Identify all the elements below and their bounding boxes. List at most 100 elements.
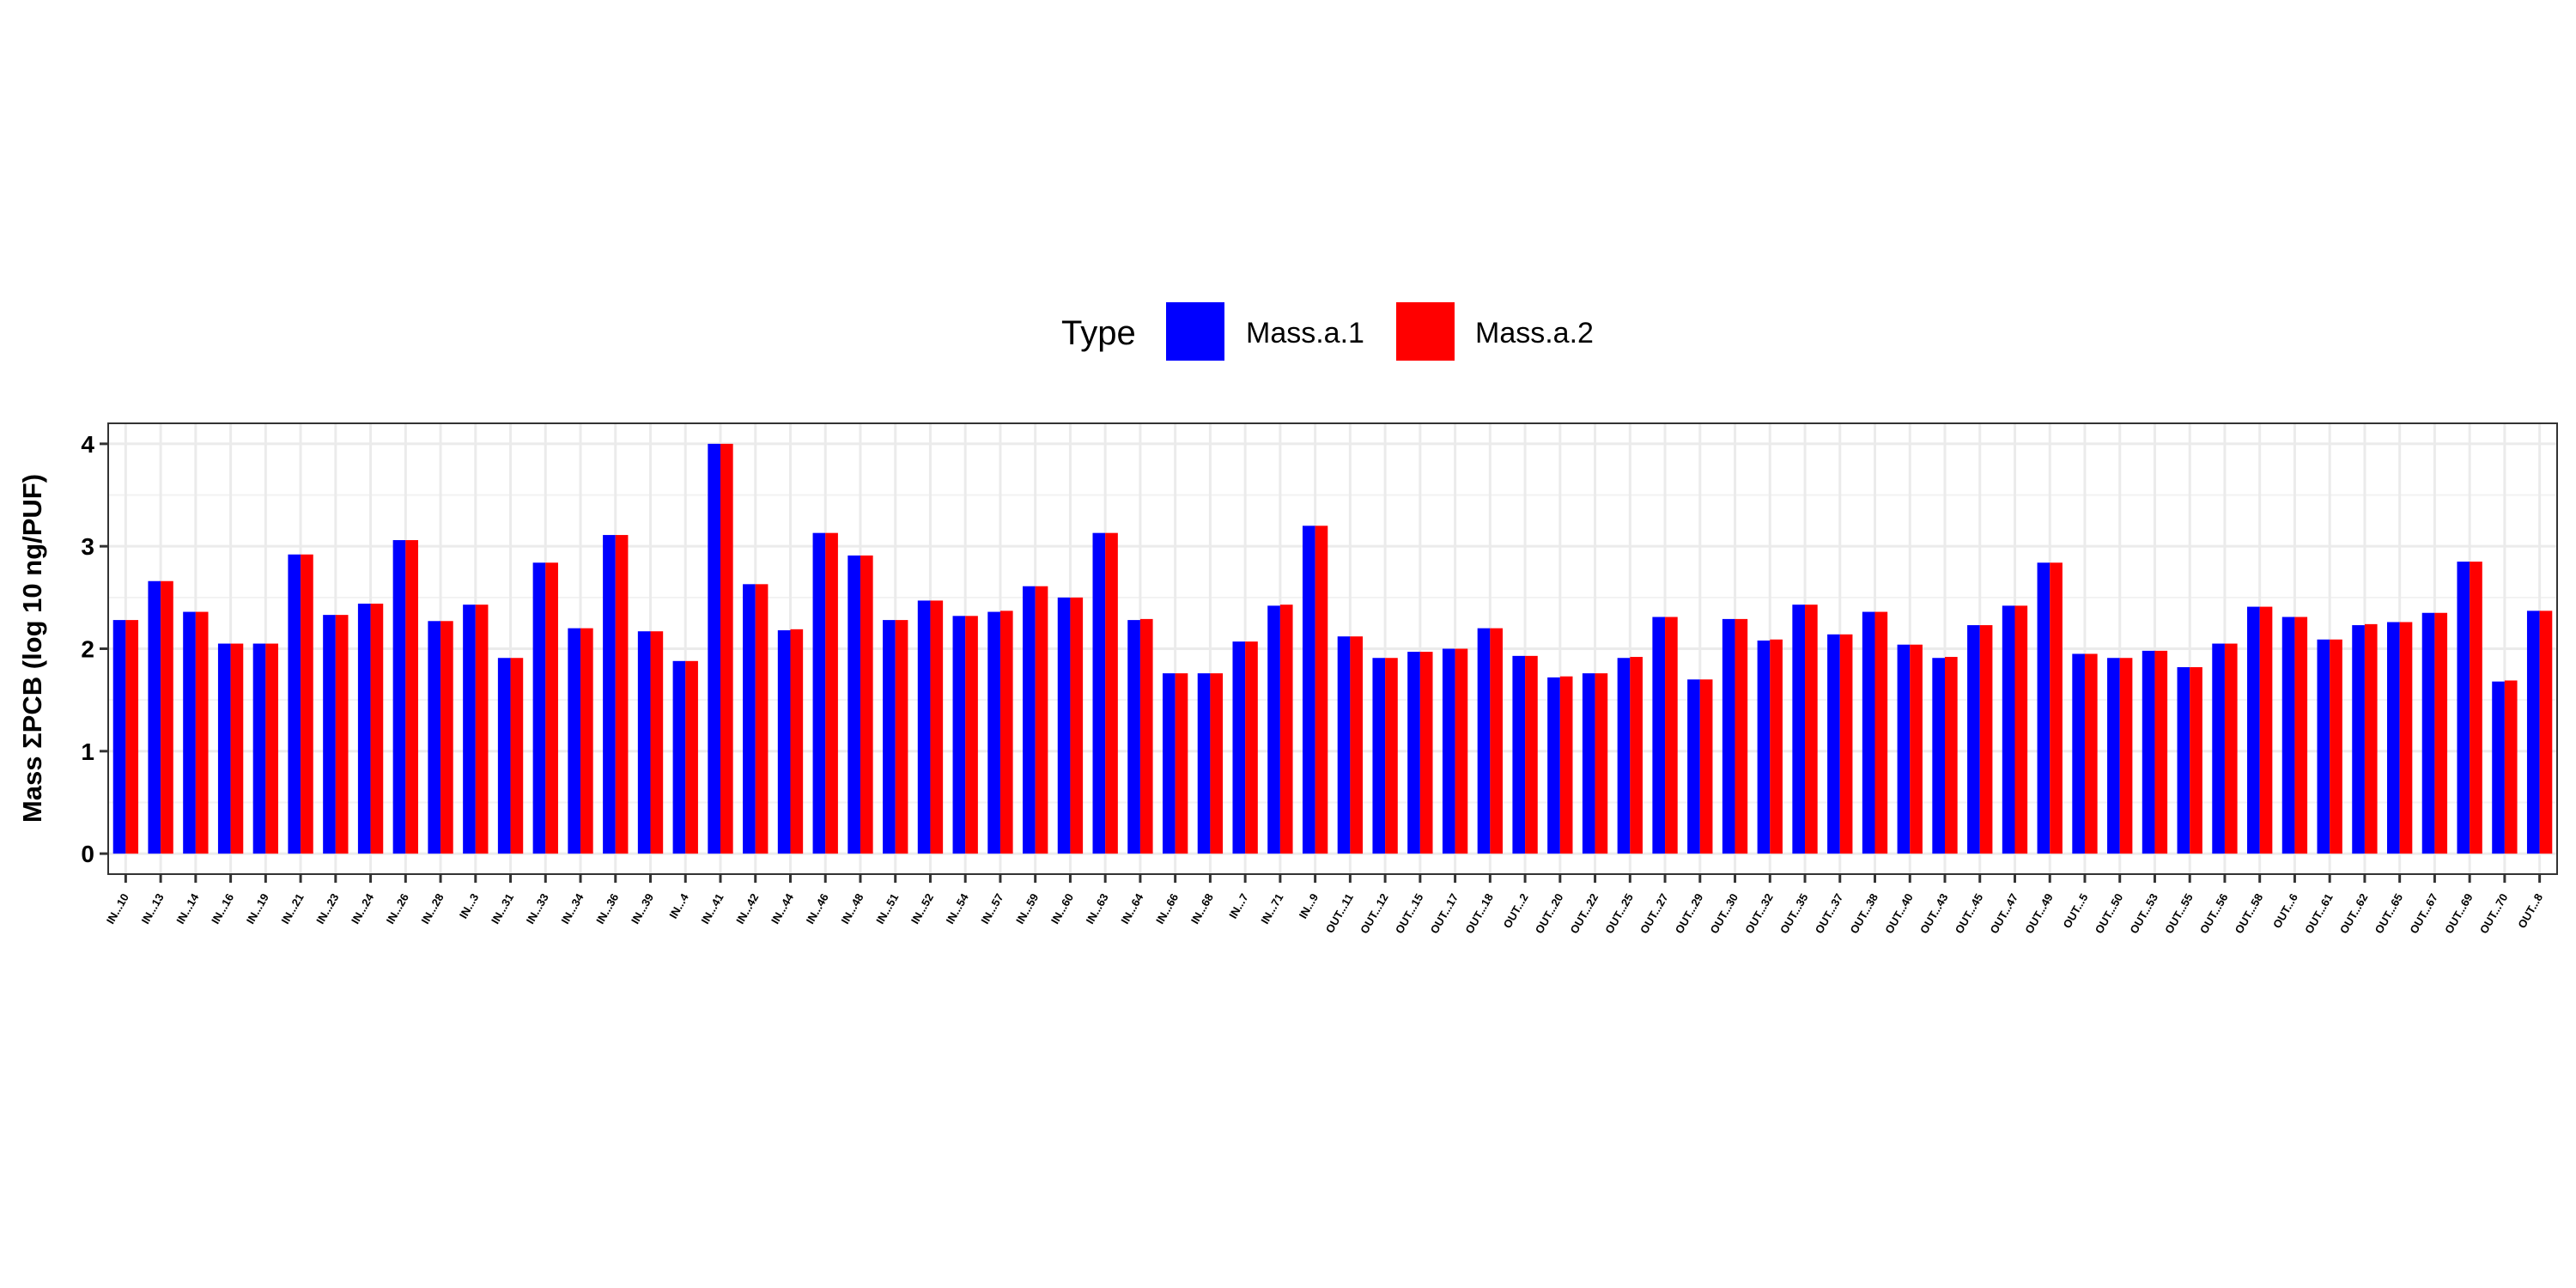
x-tick-label: OUT...5 xyxy=(2061,891,2091,931)
bar-mass-a-2 xyxy=(2190,666,2202,854)
bar-mass-a-1 xyxy=(2492,681,2505,854)
bar-mass-a-1 xyxy=(357,604,371,854)
bar-mass-a-2 xyxy=(2119,658,2133,854)
bar-mass-a-1 xyxy=(1862,611,1875,854)
bar-mass-a-1 xyxy=(1792,605,1806,854)
x-tick-label: OUT...2 xyxy=(1501,891,1531,931)
bar-mass-a-2 xyxy=(1245,641,1258,854)
bar-mass-a-1 xyxy=(1582,673,1595,854)
bar-mass-a-2 xyxy=(860,555,873,854)
x-tick-label: IN...60 xyxy=(1048,891,1076,927)
x-tick-label: OUT...12 xyxy=(1358,891,1391,936)
x-tick-label: IN...66 xyxy=(1153,891,1181,927)
x-tick-label: IN...3 xyxy=(457,891,482,920)
x-tick-label: IN...46 xyxy=(804,891,831,927)
bar-mass-a-2 xyxy=(335,615,349,854)
x-tick-label: OUT...15 xyxy=(1393,891,1426,936)
x-tick-label: IN...7 xyxy=(1226,891,1251,920)
bar-mass-a-2 xyxy=(650,631,664,854)
bar-mass-a-2 xyxy=(2330,639,2342,854)
bar-mass-a-1 xyxy=(2247,606,2260,854)
bar-mass-a-1 xyxy=(1827,634,1840,854)
bar-mass-a-2 xyxy=(965,616,978,854)
x-tick-label: OUT...50 xyxy=(2093,891,2126,936)
x-tick-label: IN...14 xyxy=(173,890,202,926)
x-tick-label: OUT...20 xyxy=(1533,891,1566,936)
bar-mass-a-2 xyxy=(510,658,524,854)
x-tick-label: IN...31 xyxy=(489,891,516,927)
bar-mass-a-1 xyxy=(1162,673,1176,854)
bar-mass-a-1 xyxy=(987,611,1000,854)
x-tick-label: IN...63 xyxy=(1084,891,1111,927)
bar-mass-a-1 xyxy=(708,443,720,854)
bar-mass-a-2 xyxy=(1910,644,1923,854)
x-tick-label: OUT...22 xyxy=(1568,891,1601,936)
bar-mass-a-1 xyxy=(497,658,511,854)
x-tick-label: IN...39 xyxy=(629,891,656,927)
x-tick-label: IN...33 xyxy=(524,891,551,927)
bar-mass-a-1 xyxy=(883,620,896,854)
bar-mass-a-2 xyxy=(755,584,769,854)
bar-mass-a-2 xyxy=(1175,673,1188,854)
bar-mass-a-1 xyxy=(1547,677,1560,854)
bar-mass-a-1 xyxy=(1757,640,1771,854)
bar-mass-a-1 xyxy=(952,616,966,854)
x-tick-label: OUT...38 xyxy=(1847,891,1880,936)
x-tick-label: OUT...30 xyxy=(1708,891,1741,936)
x-tick-label: OUT...61 xyxy=(2302,891,2336,936)
x-tick-label: OUT...58 xyxy=(2233,891,2266,936)
bar-mass-a-2 xyxy=(2259,606,2273,854)
x-tick-label: IN...13 xyxy=(139,891,167,927)
bar-mass-a-2 xyxy=(1805,605,1818,854)
x-tick-label: IN...59 xyxy=(1013,891,1041,927)
bar-mass-a-1 xyxy=(1127,620,1140,854)
x-tick-label: IN...34 xyxy=(558,890,586,926)
bar-mass-a-1 xyxy=(2142,650,2155,854)
bar-mass-a-1 xyxy=(1652,617,1666,854)
bar-mass-a-2 xyxy=(999,611,1013,854)
x-tick-label: IN...64 xyxy=(1118,890,1146,926)
bar-mass-a-2 xyxy=(825,532,838,854)
bar-mass-a-1 xyxy=(2037,562,2050,854)
bar-mass-a-2 xyxy=(2364,623,2378,854)
bar-mass-a-2 xyxy=(195,611,209,854)
bar-mass-a-2 xyxy=(2154,650,2168,854)
bar-mass-a-1 xyxy=(1897,644,1911,854)
bar-mass-a-2 xyxy=(895,620,908,854)
bar-mass-a-1 xyxy=(1023,586,1036,854)
x-tick-label: IN...36 xyxy=(593,891,621,927)
bar-mass-a-2 xyxy=(2399,622,2413,854)
bar-mass-a-2 xyxy=(1105,532,1118,854)
bar-mass-a-1 xyxy=(743,584,756,854)
bar-mass-a-2 xyxy=(1070,597,1084,854)
bar-mass-a-1 xyxy=(672,660,686,854)
bar-mass-a-2 xyxy=(1665,617,1678,854)
x-tick-label: IN...26 xyxy=(384,891,411,927)
x-tick-label: IN...48 xyxy=(838,891,866,927)
bar-mass-a-2 xyxy=(2434,612,2448,854)
bar-mass-a-2 xyxy=(1874,611,1888,854)
x-tick-label: IN...9 xyxy=(1297,891,1321,920)
bar-mass-a-1 xyxy=(2107,658,2120,854)
x-tick-label: OUT...6 xyxy=(2270,891,2300,931)
legend-swatch-mass-a-1 xyxy=(1166,302,1224,361)
bar-mass-a-1 xyxy=(2317,639,2330,854)
x-tick-label: IN...10 xyxy=(104,891,131,927)
bar-mass-a-2 xyxy=(2014,605,2028,854)
bar-mass-a-2 xyxy=(370,604,384,854)
bar-mass-a-1 xyxy=(148,580,161,854)
x-tick-label: OUT...35 xyxy=(1777,891,1811,936)
bar-mass-a-1 xyxy=(812,532,826,854)
bar-mass-a-1 xyxy=(1092,532,1106,854)
bar-mass-a-2 xyxy=(265,643,279,854)
bar-mass-a-1 xyxy=(2457,562,2470,854)
bar-mass-a-2 xyxy=(1139,618,1153,854)
x-axis: IN...10 IN...13 IN...14 IN...16 IN...19 IN...… xyxy=(104,874,2545,936)
bar-mass-a-2 xyxy=(930,600,944,854)
x-tick-label: IN...57 xyxy=(978,891,1005,927)
bar-mass-a-1 xyxy=(112,620,126,854)
bar-mass-a-1 xyxy=(217,643,231,854)
bar-mass-a-2 xyxy=(580,628,593,854)
bar-mass-a-2 xyxy=(790,629,804,854)
bar-mass-a-1 xyxy=(1477,628,1491,854)
